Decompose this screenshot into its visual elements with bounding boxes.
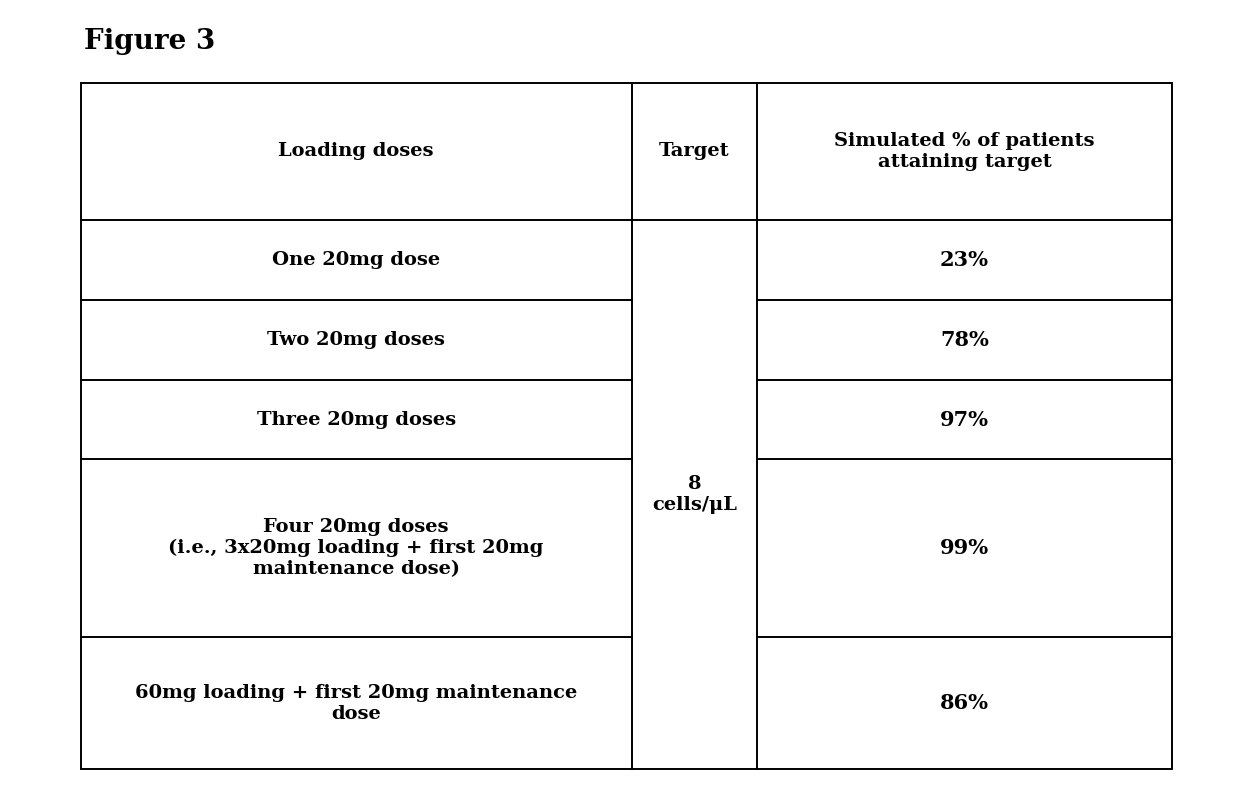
Text: 97%: 97%: [940, 409, 990, 429]
Text: 8
cells/μL: 8 cells/μL: [652, 475, 737, 514]
Text: Loading doses: Loading doses: [278, 142, 434, 160]
Text: 23%: 23%: [940, 250, 990, 270]
Text: 78%: 78%: [940, 330, 990, 350]
Text: 99%: 99%: [940, 538, 990, 559]
Bar: [81, 83, 1172, 769]
Text: 86%: 86%: [940, 694, 990, 713]
Text: Figure 3: Figure 3: [84, 28, 216, 54]
Text: One 20mg dose: One 20mg dose: [272, 251, 440, 269]
Text: 60mg loading + first 20mg maintenance
dose: 60mg loading + first 20mg maintenance do…: [135, 684, 578, 723]
Text: Four 20mg doses
(i.e., 3x20mg loading + first 20mg
maintenance dose): Four 20mg doses (i.e., 3x20mg loading + …: [169, 518, 544, 578]
Text: Three 20mg doses: Three 20mg doses: [257, 410, 455, 428]
Text: Target: Target: [660, 142, 729, 160]
Text: Simulated % of patients
attaining target: Simulated % of patients attaining target: [835, 132, 1095, 170]
Text: Two 20mg doses: Two 20mg doses: [267, 331, 445, 349]
